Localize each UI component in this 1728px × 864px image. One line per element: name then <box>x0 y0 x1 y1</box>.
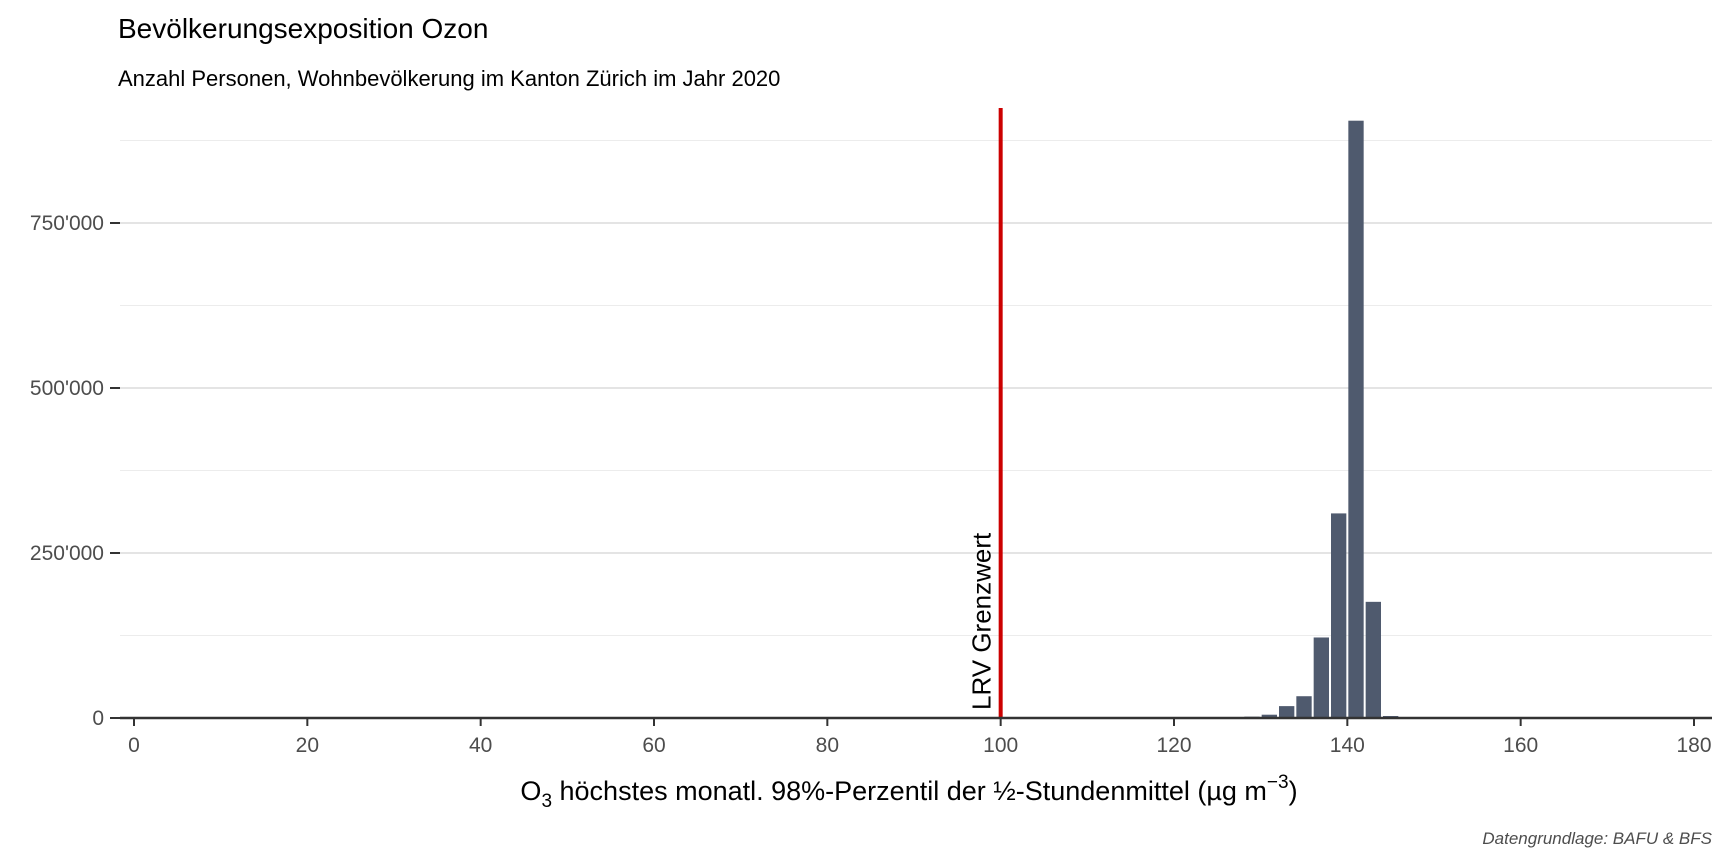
x-tick-label: 60 <box>642 734 665 757</box>
histogram-bars <box>1244 120 1399 718</box>
histogram-bar <box>1331 513 1347 718</box>
x-tick-label: 100 <box>983 734 1018 757</box>
reference-line-group: LRV Grenzwert <box>967 108 1003 718</box>
histogram-bar <box>1279 706 1295 718</box>
y-tick-label: 0 <box>92 707 104 730</box>
histogram-bar <box>1348 120 1364 718</box>
x-tick-label: 160 <box>1503 734 1538 757</box>
data-source-caption: Datengrundlage: BAFU & BFS <box>1482 829 1712 848</box>
x-tick-label: 140 <box>1330 734 1365 757</box>
x-tick-label: 0 <box>128 734 140 757</box>
y-tick-label: 500'000 <box>30 377 104 400</box>
x-axis-title: O3 höchstes monatl. 98%-Perzentil der ½-… <box>520 772 1297 812</box>
x-tick-label: 180 <box>1676 734 1711 757</box>
major-gridlines <box>120 222 1712 554</box>
x-axis-title-prefix: O <box>520 776 541 806</box>
x-tick-label: 40 <box>469 734 492 757</box>
axes: 0 250'000 500'000 750'000 0 20 40 60 80 100 120 140… <box>30 212 1712 757</box>
histogram-bar <box>1261 714 1277 718</box>
histogram-bar <box>1313 637 1329 718</box>
minor-gridlines <box>120 140 1712 636</box>
y-tick-label: 250'000 <box>30 542 104 565</box>
chart-subtitle: Anzahl Personen, Wohnbevölkerung im Kant… <box>118 66 780 91</box>
chart-title: Bevölkerungsexposition Ozon <box>118 13 488 44</box>
x-tick-label: 20 <box>296 734 319 757</box>
x-tick-label: 80 <box>816 734 839 757</box>
x-axis-title-superscript: −3 <box>1267 772 1289 793</box>
x-axis-title-main: höchstes monatl. 98%-Perzentil der ½-Stu… <box>552 776 1267 806</box>
histogram-bar <box>1365 601 1381 718</box>
x-tick-label: 120 <box>1156 734 1191 757</box>
histogram-bar <box>1296 696 1312 718</box>
limit-value-label: LRV Grenzwert <box>967 532 997 710</box>
y-tick-label: 750'000 <box>30 212 104 235</box>
x-axis-title-subscript: 3 <box>541 791 552 812</box>
x-axis-title-suffix: ) <box>1289 776 1298 806</box>
